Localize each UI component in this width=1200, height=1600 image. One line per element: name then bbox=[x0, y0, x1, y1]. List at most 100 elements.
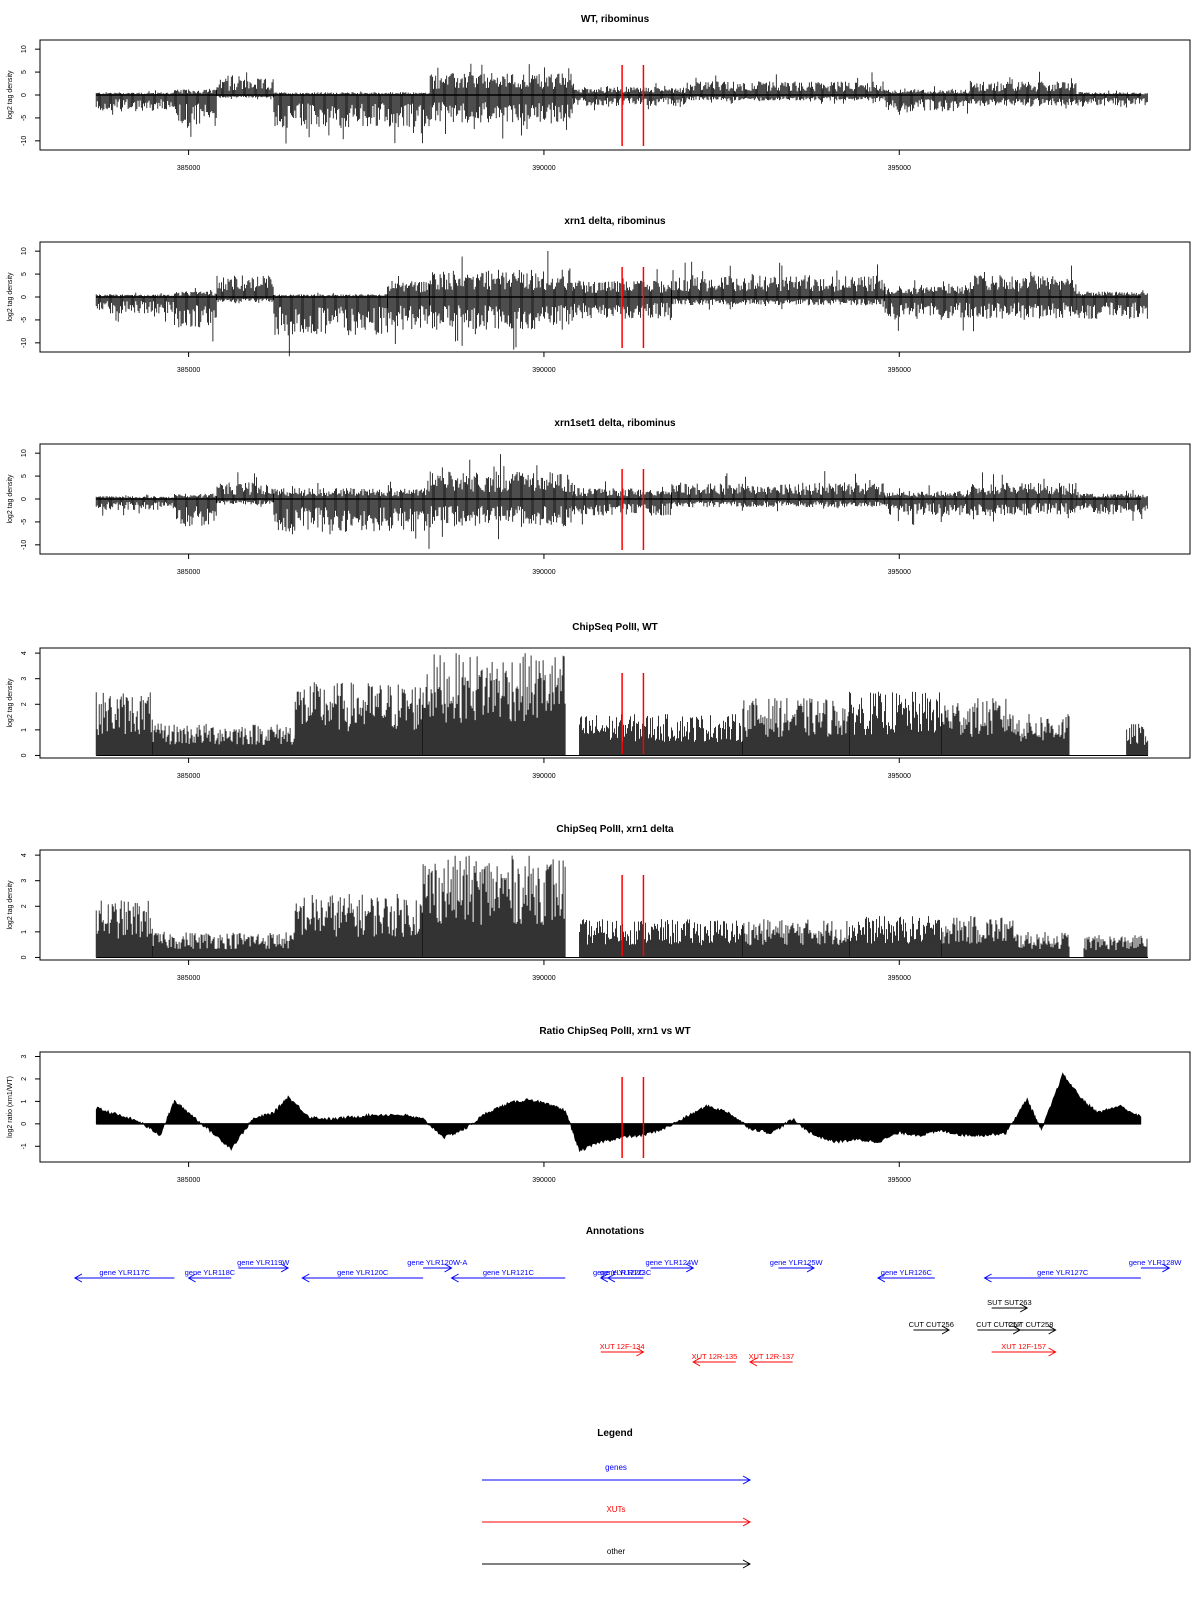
legend-title: Legend bbox=[597, 1428, 633, 1439]
feature-cut-cut256: CUT CUT256 bbox=[909, 1320, 954, 1335]
x-tick-label: 390000 bbox=[532, 367, 555, 374]
plot-frame bbox=[39, 849, 1191, 961]
y-tick-label: 10 bbox=[21, 449, 28, 457]
y-tick-label: 2 bbox=[21, 904, 28, 908]
feature-arrowhead bbox=[187, 1273, 196, 1283]
y-axis-label: log2 ratio (xrn1/WT) bbox=[7, 1076, 14, 1138]
feature-arrowhead bbox=[749, 1357, 758, 1367]
y-tick-label: -1 bbox=[21, 1143, 28, 1149]
feature-gene-ylr126c: gene YLR126C bbox=[876, 1268, 935, 1283]
y-axis-label: log2 tag density bbox=[7, 678, 14, 728]
feature-arrowhead bbox=[806, 1263, 815, 1273]
feature-label: gene YLR120W-A bbox=[407, 1258, 467, 1267]
feature-gene-ylr127c: gene YLR127C bbox=[983, 1268, 1141, 1283]
feature-label: gene YLR119W bbox=[237, 1258, 290, 1267]
panel-title: ChipSeq PolII, xrn1 delta bbox=[556, 824, 674, 835]
feature-arrowhead bbox=[1048, 1347, 1057, 1357]
feature-gene-ylr119w: gene YLR119W bbox=[237, 1258, 290, 1273]
y-tick-label: 0 bbox=[21, 753, 28, 757]
legend-item-genes: genes bbox=[482, 1463, 752, 1485]
feature-gene-ylr123c: gene YLR123C bbox=[600, 1268, 652, 1283]
y-axis-label: log2 tag density bbox=[7, 272, 14, 322]
y-tick-label: 1 bbox=[21, 1099, 28, 1103]
feature-label: gene YLR122C bbox=[593, 1268, 645, 1277]
y-tick-label: 0 bbox=[21, 1122, 28, 1126]
y-tick-label: -5 bbox=[21, 115, 28, 121]
feature-label: gene YLR125W bbox=[770, 1258, 824, 1267]
panel-title: ChipSeq PolII, WT bbox=[572, 622, 658, 633]
feature-label: gene YLR126C bbox=[881, 1268, 933, 1277]
feature-arrowhead bbox=[941, 1325, 951, 1335]
x-tick-label: 395000 bbox=[888, 165, 911, 172]
legend-arrowhead bbox=[742, 1475, 752, 1485]
x-tick-label: 395000 bbox=[888, 569, 911, 576]
y-tick-label: -10 bbox=[21, 136, 28, 146]
x-tick-label: 385000 bbox=[177, 165, 200, 172]
y-axis-label: log2 tag density bbox=[7, 474, 14, 524]
panel-title: xrn1set1 delta, ribominus bbox=[554, 418, 676, 429]
feature-gene-ylr118c: gene YLR118C bbox=[185, 1268, 236, 1283]
y-tick-label: 0 bbox=[21, 93, 28, 97]
panel-title: Ratio ChipSeq PolII, xrn1 vs WT bbox=[539, 1026, 690, 1037]
legend: Legend genes XUTs other bbox=[482, 1428, 752, 1569]
y-tick-label: -10 bbox=[21, 540, 28, 550]
feature-label: CUT CUT257 bbox=[976, 1320, 1021, 1329]
x-tick-label: 395000 bbox=[888, 1177, 911, 1184]
feature-gene-ylr125w: gene YLR125W bbox=[770, 1258, 824, 1273]
feature-arrowhead bbox=[599, 1273, 609, 1283]
feature-arrowhead bbox=[280, 1263, 290, 1273]
y-tick-label: -5 bbox=[21, 317, 28, 323]
feature-gene-ylr120c: gene YLR120C bbox=[301, 1268, 424, 1283]
x-tick-label: 385000 bbox=[177, 569, 200, 576]
y-tick-label: 5 bbox=[21, 474, 28, 478]
panel-title: xrn1 delta, ribominus bbox=[564, 216, 666, 227]
feature-arrowhead bbox=[301, 1273, 310, 1283]
legend-arrowhead bbox=[742, 1517, 752, 1527]
feature-arrowhead bbox=[876, 1273, 886, 1283]
legend-label: XUTs bbox=[606, 1505, 625, 1514]
feature-xut-12f-157: XUT 12F-157 bbox=[991, 1342, 1057, 1357]
x-tick-label: 385000 bbox=[177, 367, 200, 374]
feature-arrowhead bbox=[1019, 1303, 1029, 1313]
feature-label: gene YLR124W bbox=[645, 1258, 699, 1267]
x-tick-label: 385000 bbox=[177, 773, 200, 780]
chip-bars bbox=[95, 653, 1149, 756]
feature-gene-ylr124w: gene YLR124W bbox=[645, 1258, 699, 1273]
y-tick-label: -10 bbox=[21, 338, 28, 348]
y-tick-label: 0 bbox=[21, 295, 28, 299]
legend-label: genes bbox=[605, 1463, 627, 1472]
y-tick-label: 1 bbox=[21, 930, 28, 934]
x-tick-label: 395000 bbox=[888, 773, 911, 780]
feature-arrowhead bbox=[1162, 1263, 1171, 1273]
feature-label: XUT 12F-134 bbox=[600, 1342, 645, 1351]
y-tick-label: 3 bbox=[21, 1054, 28, 1058]
feature-label: SUT SUT263 bbox=[987, 1298, 1031, 1307]
ratio-area bbox=[95, 1072, 1142, 1153]
feature-arrowhead bbox=[73, 1273, 83, 1283]
y-tick-label: 3 bbox=[21, 879, 28, 883]
y-tick-label: 2 bbox=[21, 702, 28, 706]
y-tick-label: 5 bbox=[21, 272, 28, 276]
panel-5: ChipSeq PolII, xrn1 delta 0 1 2 3 4 log2 tag d… bbox=[7, 824, 1191, 982]
y-tick-label: 5 bbox=[21, 70, 28, 74]
y-axis-label: log2 tag density bbox=[7, 880, 14, 930]
legend-arrowhead bbox=[742, 1559, 752, 1569]
feature-arrowhead bbox=[444, 1263, 453, 1273]
feature-label: gene YLR127C bbox=[1037, 1268, 1089, 1277]
y-tick-label: 3 bbox=[21, 677, 28, 681]
feature-label: gene YLR121C bbox=[483, 1268, 535, 1277]
y-tick-label: 10 bbox=[21, 247, 28, 255]
feature-gene-ylr120w-a: gene YLR120W-A bbox=[407, 1258, 467, 1273]
feature-gene-ylr117c: gene YLR117C bbox=[73, 1268, 175, 1283]
x-tick-label: 390000 bbox=[532, 1177, 555, 1184]
feature-label: gene YLR128W bbox=[1129, 1258, 1183, 1267]
feature-label: XUT 12F-157 bbox=[1001, 1342, 1046, 1351]
legend-label: other bbox=[607, 1547, 626, 1556]
legend-item-xuts: XUTs bbox=[482, 1505, 752, 1527]
feature-xut-12r-135: XUT 12R-135 bbox=[692, 1352, 737, 1367]
y-tick-label: 0 bbox=[21, 955, 28, 959]
y-tick-label: 10 bbox=[21, 45, 28, 53]
feature-label: gene YLR123C bbox=[600, 1268, 652, 1277]
plot-frame bbox=[39, 1051, 1191, 1163]
